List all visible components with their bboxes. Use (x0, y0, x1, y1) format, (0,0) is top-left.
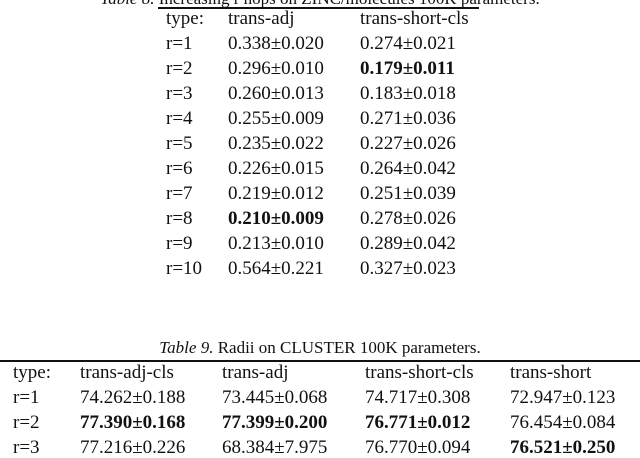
table-cell: 76.454±0.084 (510, 412, 616, 433)
table-cell: 0.251±0.039 (360, 183, 456, 204)
table-cell: r=2 (166, 58, 193, 79)
table-cell: 0.327±0.023 (360, 258, 456, 279)
table-cell: 0.183±0.018 (360, 83, 456, 104)
column-header: trans-short-cls (365, 362, 474, 383)
table-cell: r=3 (166, 83, 193, 104)
table-cell: 72.947±0.123 (510, 387, 616, 408)
table-cell: 77.216±0.226 (80, 437, 186, 458)
table-cell: r=4 (166, 108, 193, 129)
table-cell: 0.219±0.012 (228, 183, 324, 204)
column-header: trans-adj (228, 8, 295, 29)
table-cell: 74.717±0.308 (365, 387, 471, 408)
table-cell: 0.274±0.021 (360, 33, 456, 54)
caption-label: Table 8. (100, 0, 154, 8)
table-cell: 0.264±0.042 (360, 158, 456, 179)
column-header: trans-adj-cls (80, 362, 174, 383)
table-cell: r=9 (166, 233, 193, 254)
caption-text: Increasing r hops on ZINC/molecules 100K… (154, 0, 540, 8)
table-cell: 0.255±0.009 (228, 108, 324, 129)
table-cell: 0.338±0.020 (228, 33, 324, 54)
table-cell: 0.235±0.022 (228, 133, 324, 154)
table8-top-rule (158, 7, 479, 9)
table-cell: 73.445±0.068 (222, 387, 328, 408)
table-cell: r=1 (166, 33, 193, 54)
table-cell: 77.399±0.200 (222, 412, 328, 433)
table-cell: 77.390±0.168 (80, 412, 186, 433)
table-cell: 74.262±0.188 (80, 387, 186, 408)
table-cell: r=7 (166, 183, 193, 204)
table-cell: r=1 (13, 387, 40, 408)
table-cell: 0.227±0.026 (360, 133, 456, 154)
table9-top-rule (0, 360, 640, 362)
table-cell: 0.213±0.010 (228, 233, 324, 254)
table-cell: r=3 (13, 437, 40, 458)
table9-caption: Table 9. Radii on CLUSTER 100K parameter… (0, 338, 640, 358)
column-header: trans-short-cls (360, 8, 469, 29)
table-cell: 0.278±0.026 (360, 208, 456, 229)
table-cell: 68.384±7.975 (222, 437, 328, 458)
table-cell: 0.271±0.036 (360, 108, 456, 129)
table-cell: r=8 (166, 208, 193, 229)
table-cell: 0.210±0.009 (228, 208, 324, 229)
table-cell: 76.771±0.012 (365, 412, 471, 433)
table-cell: 0.260±0.013 (228, 83, 324, 104)
caption-label: Table 9. (159, 338, 214, 357)
column-header: trans-adj (222, 362, 289, 383)
table-cell: 0.289±0.042 (360, 233, 456, 254)
table-cell: 0.564±0.221 (228, 258, 324, 279)
column-header: trans-short (510, 362, 592, 383)
table8-caption: Table 8. Increasing r hops on ZINC/molec… (0, 0, 640, 9)
table-cell: 0.296±0.010 (228, 58, 324, 79)
table-cell: 0.179±0.011 (360, 58, 455, 79)
column-header: type: (13, 362, 51, 383)
caption-text: Radii on CLUSTER 100K parameters. (213, 338, 481, 357)
table-cell: r=6 (166, 158, 193, 179)
table-cell: r=5 (166, 133, 193, 154)
table-cell: 76.521±0.250 (510, 437, 616, 458)
column-header: type: (166, 8, 204, 29)
table-cell: r=10 (166, 258, 203, 279)
table-cell: r=2 (13, 412, 40, 433)
table-cell: 76.770±0.094 (365, 437, 471, 458)
table-cell: 0.226±0.015 (228, 158, 324, 179)
